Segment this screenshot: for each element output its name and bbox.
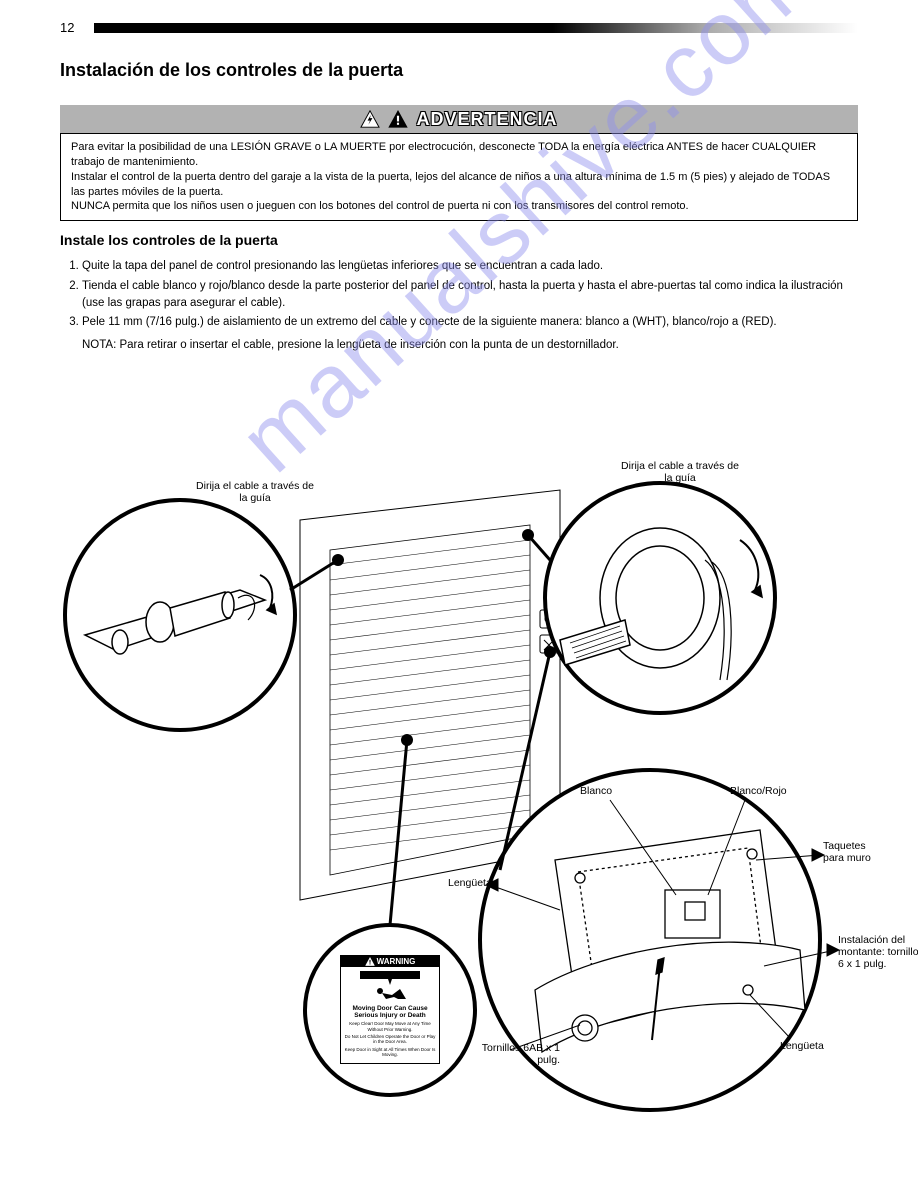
warning-line: Para evitar la posibilidad de una LESIÓN… [71, 140, 847, 170]
page-header: 12 [60, 20, 858, 35]
warning-line: Instalar el control de la puerta dentro … [71, 170, 847, 200]
label-wht: Blanco [580, 785, 612, 797]
label-tabs: Lengüetas [448, 877, 497, 889]
warning-placard-header: WARNING [341, 956, 439, 967]
warning-placard-sub: Do Not Let Children Operate the Door or … [344, 1034, 436, 1045]
instructions-list: Quite la tapa del panel de control presi… [60, 258, 858, 331]
shock-warning-icon [360, 110, 380, 128]
warning-body: Para evitar la posibilidad de una LESIÓN… [60, 133, 858, 221]
label-red: Blanco/Rojo [730, 785, 787, 797]
instruction-item: Quite la tapa del panel de control presi… [82, 258, 858, 275]
instruction-item: Tienda el cable blanco y rojo/blanco des… [82, 278, 858, 311]
warning-placard-sub: Keep Door in Sight at All Times When Doo… [344, 1047, 436, 1058]
warning-placard-picto [344, 969, 436, 1003]
label-drywall: Taquetes para muro [823, 840, 883, 864]
page-number: 12 [60, 20, 74, 35]
warning-banner-text: ADVERTENCIA [416, 109, 557, 130]
warning-placard-sub: Keep Clear! Door May Move at Any Time Wi… [344, 1021, 436, 1032]
warning-placard: WARNING Moving Door Can Cause Serious In… [340, 955, 440, 1064]
label-tab-single: Lengüeta [780, 1040, 824, 1052]
warning-banner: ADVERTENCIA [60, 105, 858, 133]
section-title: Instalación de los controles de la puert… [60, 60, 403, 81]
label-screws: Tornillos 6AB x 1 pulg. [460, 1042, 560, 1066]
alert-warning-icon [365, 957, 375, 966]
instructions-subtitle: Instale los controles de la puerta [60, 230, 858, 250]
label-stud: Instalación del montante: tornillos 6 x … [838, 934, 918, 970]
warning-placard-main: Moving Door Can Cause Serious Injury or … [344, 1005, 436, 1019]
header-gradient-bar [94, 23, 858, 33]
warning-placard-header-text: WARNING [377, 957, 416, 966]
alert-warning-icon [388, 110, 408, 128]
label-left-guide: Dirija el cable a través de la guía [195, 480, 315, 504]
instruction-item: Pele 11 mm (7/16 pulg.) de aislamiento d… [82, 314, 858, 331]
warning-line: NUNCA permita que los niños usen o juegu… [71, 199, 847, 214]
label-right-guide: Dirija el cable a través de la guía [620, 460, 740, 484]
instructions-block: Instale los controles de la puerta Quite… [60, 230, 858, 354]
installation-diagram: Dirija el cable a través de la guía Diri… [60, 480, 858, 1148]
instructions-note: NOTA: Para retirar o insertar el cable, … [82, 337, 858, 354]
